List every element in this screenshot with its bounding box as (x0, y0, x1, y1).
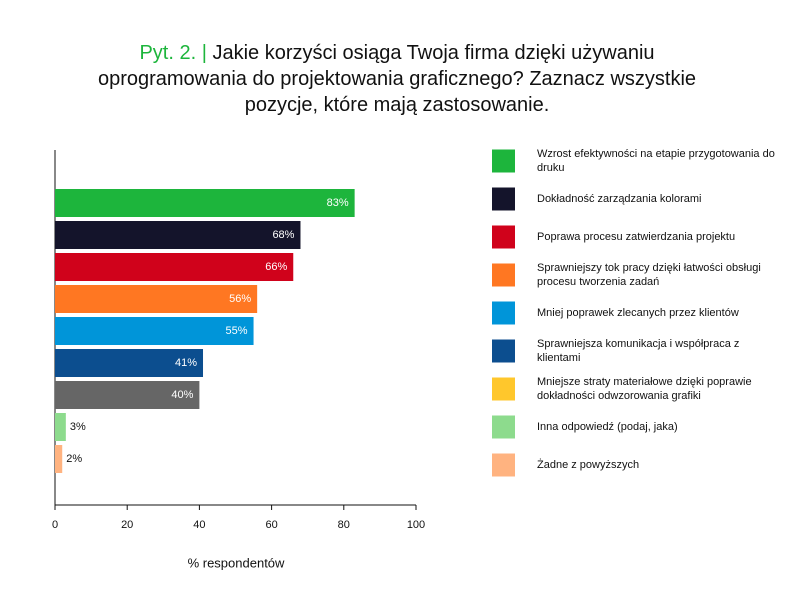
bar (55, 189, 355, 217)
legend-swatch (492, 225, 515, 249)
value-label: 3% (70, 421, 86, 433)
value-label: 2% (66, 453, 82, 465)
x-tick-label: 0 (52, 519, 58, 531)
legend-label: Sprawniejsza komunikacja i współpraca z … (537, 338, 740, 364)
chart-title: Pyt. 2. | Jakie korzyści osiąga Twoja fi… (80, 40, 714, 118)
legend-label: Żadne z powyższych (537, 459, 640, 471)
value-label: 41% (175, 357, 197, 369)
legend-label: Poprawa procesu zatwierdzania projektu (537, 231, 736, 243)
bar (55, 221, 301, 249)
bar (55, 349, 204, 377)
value-label: 83% (327, 197, 349, 209)
legend-label: Mniejsze straty materiałowe dzięki popra… (537, 376, 752, 402)
legend-label: Dokładność zarządzania kolorami (537, 193, 702, 205)
value-label: 40% (171, 389, 193, 401)
legend-label: Wzrost efektywności na etapie przygotowa… (537, 148, 775, 174)
bar (55, 413, 66, 441)
legend-label: Sprawniejszy tok pracy dzięki łatwości o… (537, 262, 761, 288)
legend-swatch (492, 149, 515, 173)
legend-label: Inna odpowiedź (podaj, jaka) (537, 421, 678, 433)
legend-swatch (492, 339, 515, 363)
value-label: 56% (229, 293, 251, 305)
legend-swatch (492, 301, 515, 325)
legend-label: Mniej poprawek zlecanych przez klientów (537, 307, 739, 319)
title-prefix: Pyt. 2. | (139, 42, 207, 64)
x-tick-label: 60 (265, 519, 277, 531)
legend-swatch (492, 453, 515, 477)
legend-swatch (492, 187, 515, 211)
legend-swatch (492, 415, 515, 439)
bar (55, 285, 258, 313)
x-axis-label: % respondentów (188, 555, 285, 570)
x-tick-label: 40 (193, 519, 205, 531)
value-label: 66% (265, 261, 287, 273)
bar (55, 253, 294, 281)
bar (55, 445, 63, 473)
x-tick-label: 100 (407, 519, 425, 531)
legend-swatch (492, 263, 515, 287)
legend-swatch (492, 377, 515, 401)
title-text: Jakie korzyści osiąga Twoja firma dzięki… (97, 42, 697, 116)
x-tick-label: 20 (121, 519, 133, 531)
value-label: 68% (272, 229, 294, 241)
bar (55, 381, 200, 409)
x-tick-label: 80 (338, 519, 350, 531)
value-label: 55% (226, 325, 248, 337)
bar (55, 317, 254, 345)
